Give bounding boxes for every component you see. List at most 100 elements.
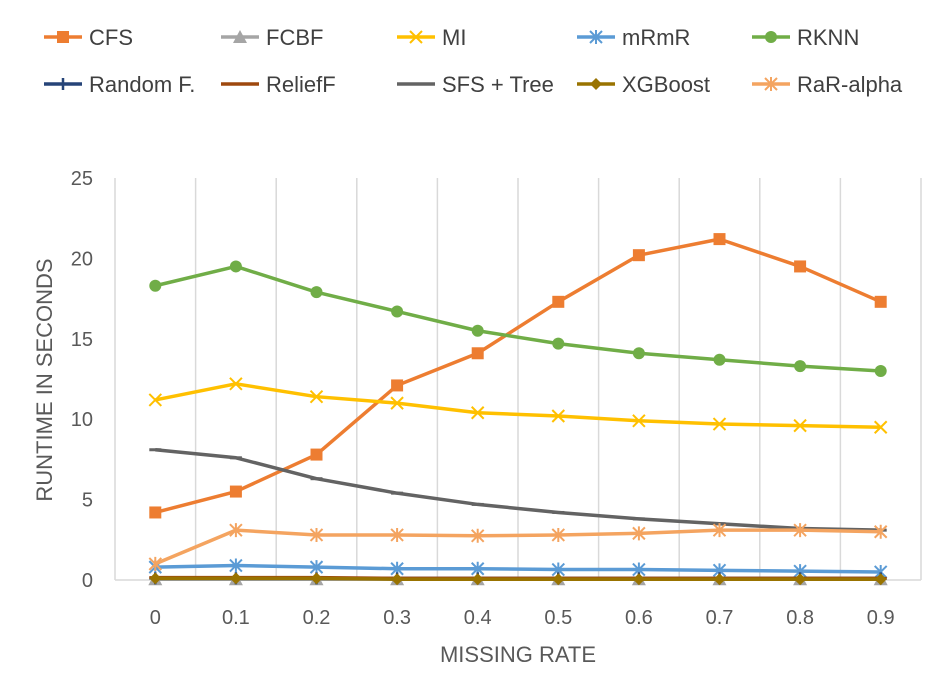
data-point — [632, 573, 645, 586]
data-point — [229, 485, 242, 498]
data-point — [873, 524, 888, 539]
x-axis-title: MISSING RATE — [440, 642, 596, 667]
data-point — [310, 286, 323, 299]
x-tick-label: 0.9 — [867, 607, 895, 629]
data-point — [632, 347, 645, 360]
data-point — [390, 396, 404, 410]
x-tick-labels: 0 0.1 0.2 0.3 0.4 0.5 0.6 0.7 0.8 0.9 — [150, 607, 895, 629]
legend-item-mrmr: mRmR — [577, 25, 690, 50]
data-point — [552, 337, 565, 350]
x-tick-label: 0.1 — [222, 607, 250, 629]
legend-marker — [57, 31, 69, 43]
series-line — [155, 563, 881, 574]
data-point — [713, 573, 726, 586]
y-tick-label: 15 — [71, 329, 93, 351]
data-point — [793, 523, 807, 538]
series-line — [154, 382, 881, 429]
data-point — [551, 527, 566, 542]
data-point — [632, 414, 646, 428]
legend: CFS FCBF MI mRmR RKNN Random F. ReliefF SFS + T… — [44, 25, 903, 97]
data-point — [229, 260, 242, 273]
legend-label: RaR-alpha — [797, 72, 903, 97]
y-axis-title: RUNTIME IN SECONDS — [32, 258, 57, 501]
data-point — [470, 406, 485, 420]
legend-item-xgboost: XGBoost — [577, 72, 710, 97]
series-line — [154, 528, 881, 566]
x-tick-label: 0.5 — [544, 607, 572, 629]
legend-label: FCBF — [266, 25, 323, 50]
data-point — [873, 420, 888, 434]
legend-label: Random F. — [89, 72, 195, 97]
x-tick-label: 0.8 — [786, 607, 814, 629]
data-point — [471, 347, 484, 360]
y-tick-label: 10 — [71, 409, 93, 431]
series-rar-alpha — [148, 523, 888, 571]
legend-label: RKNN — [797, 25, 859, 50]
series-line — [154, 237, 882, 515]
legend-marker — [57, 78, 69, 90]
legend-marker — [590, 78, 602, 90]
y-tick-label: 25 — [71, 168, 93, 190]
legend-item-random-f: Random F. — [44, 72, 195, 97]
series-line — [155, 576, 881, 581]
data-point — [793, 418, 807, 433]
data-point — [229, 558, 243, 573]
data-point — [310, 448, 323, 461]
legend-marker — [589, 30, 603, 44]
data-point — [390, 527, 404, 542]
data-point — [391, 379, 404, 392]
data-point — [148, 556, 163, 571]
data-point — [713, 353, 726, 366]
legend-label: ReliefF — [266, 72, 336, 97]
legend-label: MI — [442, 25, 466, 50]
legend-item-rar-alpha: RaR-alpha — [752, 72, 903, 97]
data-point — [309, 389, 324, 404]
x-tick-label: 0.4 — [464, 607, 492, 629]
legend-marker — [765, 31, 777, 43]
legend-item-sfs-tree: SFS + Tree — [397, 72, 554, 97]
data-point — [874, 295, 887, 308]
x-tick-label: 0.3 — [383, 607, 411, 629]
data-point — [551, 409, 566, 423]
x-tick-label: 0.7 — [706, 607, 734, 629]
legend-label: SFS + Tree — [442, 72, 554, 97]
data-point — [149, 506, 162, 519]
legend-item-fcbf: FCBF — [221, 25, 323, 50]
legend-label: mRmR — [622, 25, 690, 50]
data-point — [309, 560, 324, 575]
data-point — [713, 233, 726, 246]
legend-marker — [764, 77, 778, 91]
data-point — [552, 295, 565, 308]
legend-item-mi: MI — [397, 25, 466, 50]
legend-label: XGBoost — [622, 72, 710, 97]
data-point — [229, 523, 243, 538]
data-point — [712, 523, 727, 538]
x-tick-label: 0.2 — [303, 607, 331, 629]
data-point — [794, 360, 807, 373]
data-point — [391, 305, 404, 318]
data-point — [471, 573, 484, 586]
series-cfs — [149, 233, 887, 519]
legend-item-relieff: ReliefF — [221, 72, 336, 97]
series-rknn — [149, 260, 887, 377]
x-tick-label: 0 — [150, 607, 161, 629]
series-xgboost — [149, 572, 887, 586]
data-point — [229, 572, 242, 585]
data-point — [391, 573, 404, 586]
series-mi — [148, 377, 888, 434]
legend-marker — [409, 30, 423, 44]
data-point — [874, 573, 887, 586]
data-point — [148, 393, 163, 407]
data-point — [471, 324, 484, 337]
legend-item-cfs: CFS — [44, 25, 133, 50]
data-point — [470, 528, 485, 543]
legend-marker — [233, 30, 247, 43]
legend-item-rknn: RKNN — [752, 25, 859, 50]
data-point — [310, 572, 323, 585]
series-line — [155, 448, 881, 532]
data-point — [309, 527, 324, 542]
data-point — [632, 249, 645, 262]
y-tick-label: 5 — [82, 490, 93, 512]
data-point — [552, 573, 565, 586]
